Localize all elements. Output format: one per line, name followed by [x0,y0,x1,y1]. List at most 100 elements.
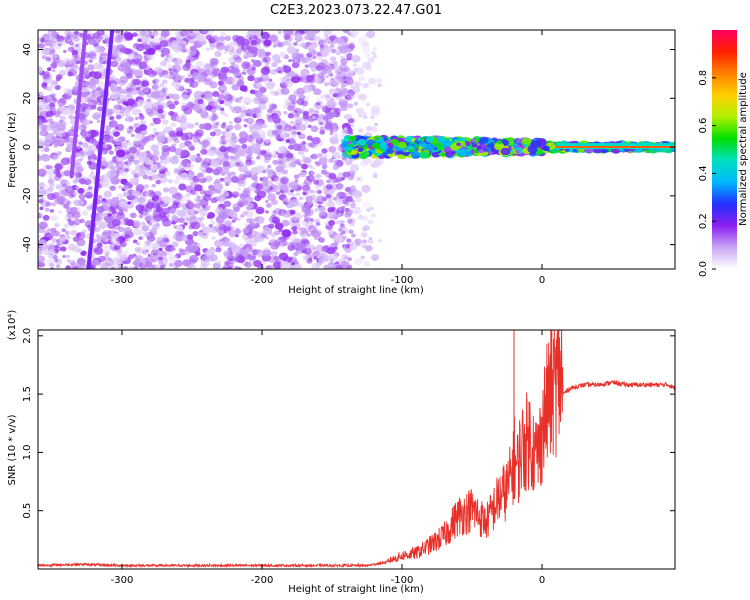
heatmap-cell [234,266,240,269]
colorbar-tick-label: 0.0 [698,261,709,277]
heatmap-cell [254,189,262,195]
heatmap-cell [370,253,380,261]
heatmap-cell [41,47,51,55]
heatmap-cell [287,42,293,47]
heatmap-cell [61,228,67,233]
heatmap-cell [280,121,285,125]
heatmap-cell [144,214,154,222]
heatmap-cell [66,259,71,263]
heatmap-cell [149,41,155,46]
heatmap-cell [48,176,53,180]
heatmap-cell [168,146,177,153]
heatmap-cell [272,159,279,165]
heatmap-cell [163,73,170,79]
heatmap-cell [314,207,320,212]
heatmap-cell [224,35,232,41]
heatmap-cell [315,65,323,72]
heatmap-cell [66,235,71,240]
figure-title: C2E3.2023.073.22.47.G01 [270,3,442,18]
heatmap-cell [128,59,135,64]
heatmap-cell [110,266,115,269]
heatmap-y-tick-label: -40 [22,236,33,252]
heatmap-cell [197,231,205,238]
heatmap-cell [352,206,362,215]
heatmap-cell [262,249,272,257]
heatmap-cell [339,223,346,229]
heatmap-cell [123,107,131,114]
heatmap-cell [459,148,467,155]
heatmap-cell [205,47,210,52]
heatmap-cell [397,141,407,149]
heatmap-cell [315,101,321,106]
heatmap-cell [242,210,248,216]
heatmap-cell [159,200,165,205]
heatmap-cell [222,61,227,66]
heatmap-cell [286,242,291,247]
heatmap-cell [205,166,210,171]
heatmap-cell [374,122,379,127]
heatmap-cell [61,183,67,188]
heatmap-cell [272,210,277,214]
heatmap-cell [75,231,86,240]
heatmap-cell [228,50,235,56]
heatmap-cell [542,145,550,152]
heatmap-cell [327,229,334,235]
heatmap-cell [80,91,89,98]
heatmap-cell [248,125,259,134]
heatmap-cell [123,265,128,269]
heatmap-cell [88,186,93,190]
heatmap-cell [118,201,127,208]
heatmap-cell [296,131,302,136]
heatmap-cell [192,104,201,112]
heatmap-cell [148,191,156,198]
heatmap-cell [168,262,174,268]
heatmap-cell [265,264,274,269]
heatmap-cell [46,258,56,266]
heatmap-cell [175,130,184,137]
heatmap-cell [43,71,51,77]
heatmap-cell [266,188,272,193]
heatmap-cell [333,107,342,115]
heatmap-cell [82,119,91,126]
heatmap-cell [151,80,157,85]
heatmap-cell [265,203,272,208]
heatmap-cell [145,249,150,253]
heatmap-cell [348,43,356,50]
heatmap-cell [107,213,112,217]
heatmap-cell [113,244,121,251]
heatmap-cell [231,191,240,198]
heatmap-cell [173,138,180,144]
heatmap-cell [335,92,342,98]
line-ticks: -300 -200 -100 00.51.01.52.0 [22,328,675,586]
heatmap-cell [485,147,492,152]
heatmap-cell [185,201,195,210]
heatmap-cell [186,262,194,269]
heatmap-cell [363,224,371,231]
heatmap-cell [288,94,297,102]
heatmap-cell [260,67,271,75]
heatmap-cell [151,83,159,90]
colorbar: 0.00.20.40.60.8 Normalized spectral ampl… [698,30,749,277]
heatmap-cell [64,213,74,222]
heatmap-cell [283,197,289,202]
heatmap-cell [299,243,306,249]
heatmap-cell [288,58,293,63]
heatmap-cell [303,214,312,220]
heatmap-cell [49,126,55,130]
heatmap-cell [320,49,330,57]
heatmap-cell [192,138,199,144]
heatmap-cell [45,110,54,118]
heatmap-cell [142,210,146,214]
heatmap-cell [308,108,315,113]
heatmap-cell [70,261,76,266]
heatmap-cell [54,258,59,263]
heatmap-cell [344,209,353,216]
heatmap-cell [326,200,336,208]
heatmap-cell [197,98,204,105]
heatmap-cell [297,34,306,42]
heatmap-cell [275,188,280,192]
heatmap-cell [322,163,328,168]
heatmap-cell [138,99,144,104]
heatmap-cell [108,74,116,80]
heatmap-cell [234,256,241,263]
